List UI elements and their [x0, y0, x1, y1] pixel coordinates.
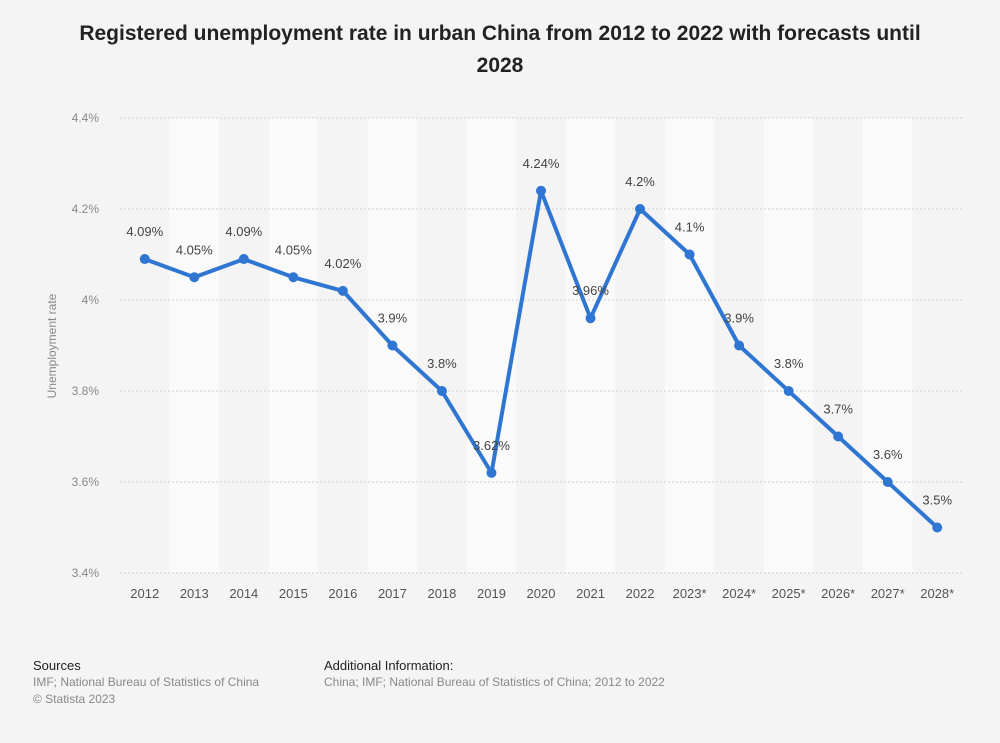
- x-tick-label: 2026*: [821, 586, 855, 601]
- data-label: 3.6%: [873, 447, 903, 462]
- series-path: [142, 188, 940, 530]
- x-tick-label: 2012: [130, 586, 159, 601]
- data-label: 4.24%: [523, 156, 560, 171]
- column-band: [169, 118, 220, 573]
- sources-heading: Sources: [33, 658, 81, 673]
- y-tick-label: 3.8%: [72, 384, 100, 398]
- x-tick-label: 2015: [279, 586, 308, 601]
- y-tick-label: 4%: [82, 293, 100, 307]
- y-tick-label: 4.2%: [72, 202, 100, 216]
- data-label: 3.9%: [378, 311, 408, 326]
- chart-title: Registered unemployment rate in urban Ch…: [79, 22, 921, 77]
- data-point[interactable]: [288, 272, 299, 283]
- data-label: 3.8%: [774, 356, 804, 371]
- y-tick-label: 4.4%: [72, 111, 100, 125]
- data-point[interactable]: [337, 285, 348, 296]
- y-tick-label: 3.6%: [72, 475, 100, 489]
- x-axis-ticks: 2012 2013 2014 2015 2016 2017 2018 2019 2020 2021…: [130, 586, 954, 601]
- data-label: 4.02%: [324, 256, 361, 271]
- data-point[interactable]: [585, 313, 596, 324]
- x-tick-label: 2017: [378, 586, 407, 601]
- y-tick-label: 3.4%: [72, 566, 100, 580]
- column-band: [763, 118, 814, 573]
- x-tick-label: 2025*: [772, 586, 806, 601]
- y-axis-label: Unemployment rate: [45, 293, 59, 398]
- column-band: [268, 118, 319, 573]
- data-points: [139, 185, 943, 533]
- sources-block: Sources IMF; National Bureau of Statisti…: [33, 657, 259, 708]
- data-point[interactable]: [436, 386, 447, 396]
- data-point[interactable]: [783, 386, 794, 396]
- x-tick-label: 2018: [427, 586, 456, 601]
- data-point[interactable]: [882, 477, 893, 487]
- data-label: 3.9%: [724, 311, 754, 326]
- data-point[interactable]: [932, 522, 943, 533]
- data-point[interactable]: [189, 272, 200, 283]
- copyright: © Statista 2023: [33, 692, 116, 706]
- additional-info-line: China; IMF; National Bureau of Statistic…: [324, 675, 665, 689]
- data-label: 4.2%: [625, 174, 655, 189]
- data-point[interactable]: [536, 185, 546, 196]
- data-point[interactable]: [635, 204, 646, 214]
- data-label: 3.96%: [572, 283, 609, 298]
- column-band: [862, 118, 913, 573]
- x-tick-label: 2023*: [673, 586, 707, 601]
- x-tick-label: 2014: [229, 586, 258, 601]
- x-tick-label: 2022: [626, 586, 655, 601]
- sources-line: IMF; National Bureau of Statistics of Ch…: [33, 675, 260, 689]
- data-point[interactable]: [684, 249, 695, 260]
- x-tick-label: 2019: [477, 586, 506, 601]
- data-label: 3.8%: [427, 356, 457, 371]
- data-label: 3.5%: [922, 493, 952, 508]
- column-band: [664, 118, 715, 573]
- data-point[interactable]: [238, 254, 249, 265]
- data-point[interactable]: [139, 254, 150, 265]
- x-tick-label: 2016: [328, 586, 357, 601]
- data-point[interactable]: [833, 431, 844, 442]
- data-label: 4.09%: [225, 224, 262, 239]
- data-label: 3.62%: [473, 438, 510, 453]
- x-tick-label: 2013: [180, 586, 209, 601]
- data-label: 4.05%: [176, 242, 213, 257]
- data-label: 4.1%: [675, 220, 705, 235]
- x-tick-label: 2027*: [871, 586, 905, 601]
- data-label: 4.09%: [126, 224, 163, 239]
- series-line: [142, 188, 940, 530]
- x-tick-label: 2020: [527, 586, 556, 601]
- x-tick-label: 2024*: [722, 586, 756, 601]
- additional-info-heading: Additional Information:: [324, 658, 454, 673]
- data-point[interactable]: [486, 467, 497, 478]
- x-tick-label: 2028*: [920, 586, 954, 601]
- data-label: 3.7%: [823, 402, 853, 417]
- column-band: [565, 118, 616, 573]
- data-point[interactable]: [387, 340, 398, 351]
- x-tick-label: 2021: [576, 586, 605, 601]
- column-band: [466, 118, 517, 573]
- y-axis-ticks: 3.4% 3.6% 3.8% 4% 4.2% 4.4%: [72, 111, 100, 580]
- gridlines: [120, 117, 962, 574]
- column-bands: [169, 118, 913, 573]
- data-labels: 4.09% 4.05% 4.09% 4.05% 4.02% 3.9% 3.8% 3.62% 4.…: [126, 156, 952, 508]
- data-label: 4.05%: [275, 242, 312, 257]
- data-point[interactable]: [734, 340, 745, 351]
- additional-info-block: Additional Information: China; IMF; Nati…: [324, 657, 665, 691]
